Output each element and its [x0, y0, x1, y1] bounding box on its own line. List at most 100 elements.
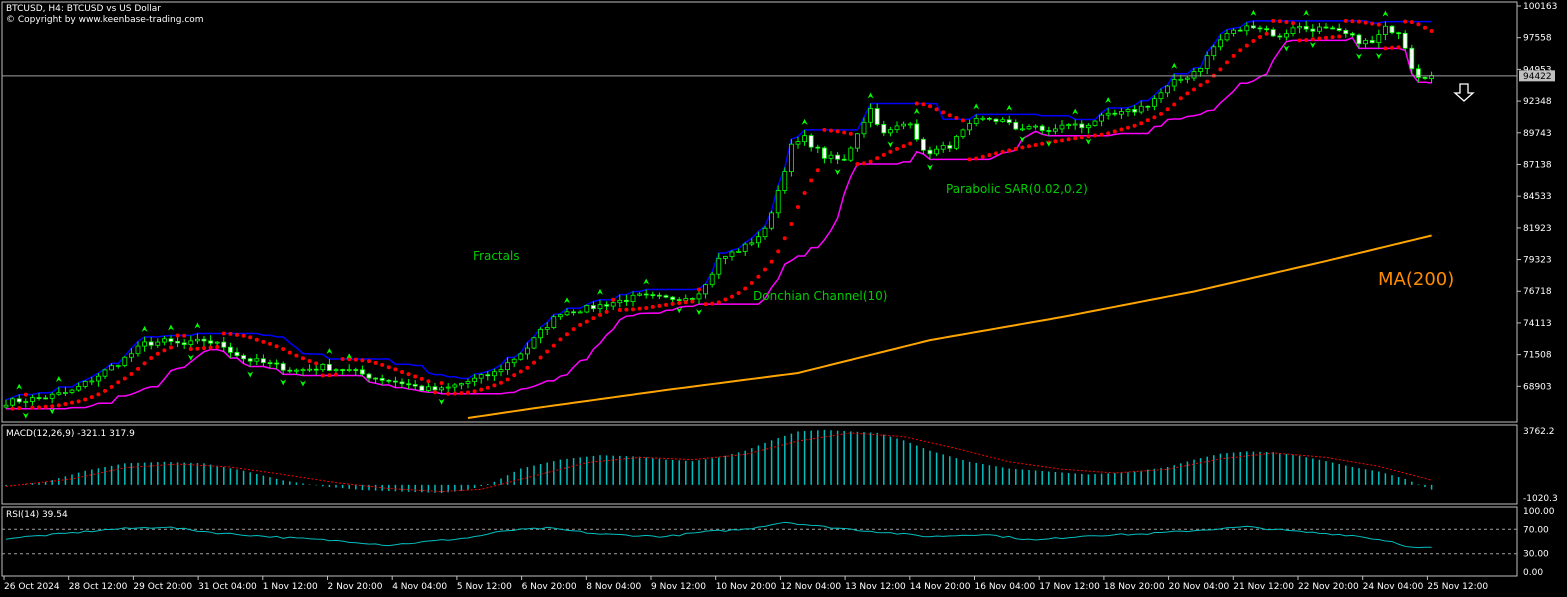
candle [782, 167, 788, 194]
time-tick-label: 17 Nov 12:00 [1039, 582, 1100, 592]
candle [333, 368, 339, 374]
candle [511, 357, 517, 368]
candle [1231, 28, 1236, 37]
time-tick-label: 6 Nov 20:00 [522, 582, 577, 592]
sar-dot [789, 222, 794, 227]
candle [1303, 20, 1309, 33]
sar-dot [650, 304, 655, 309]
sar-dot [1350, 19, 1355, 24]
candle [155, 338, 161, 348]
fractal-up [55, 376, 62, 383]
sar-dot [862, 161, 866, 166]
price-tick-label: 87138 [1523, 160, 1552, 170]
candle [954, 134, 959, 151]
candle [868, 103, 873, 128]
candle [861, 117, 867, 138]
sar-dot [1165, 107, 1170, 112]
candle [822, 146, 827, 164]
candle [591, 301, 596, 312]
candle [412, 380, 418, 390]
sar-dot [690, 299, 695, 304]
candle [1284, 29, 1289, 41]
sar-dot [525, 365, 530, 370]
current-price-tag-bg [1519, 70, 1555, 82]
sar-dot [842, 130, 847, 135]
sar-dot [551, 343, 556, 348]
sar-dot [380, 362, 385, 367]
sar-dot [512, 373, 517, 378]
sar-dot [485, 385, 490, 390]
sar-dot [703, 302, 708, 307]
sar-dot [393, 367, 398, 372]
candle [769, 210, 774, 231]
sar-dot [875, 156, 880, 161]
sar-dot [155, 351, 160, 356]
sar-dot [1013, 146, 1018, 151]
fractal-up [1006, 104, 1013, 111]
candle [1026, 124, 1032, 131]
candle [465, 378, 471, 389]
candle [1402, 30, 1408, 51]
price-tick-label: 81923 [1523, 224, 1552, 234]
sar-dot [70, 400, 74, 405]
sar-dot [426, 379, 431, 384]
candle [742, 242, 748, 256]
candle [1185, 76, 1190, 84]
sar-dot [670, 301, 675, 306]
sar-dot [1324, 35, 1328, 40]
sar-dot [479, 387, 484, 392]
sar-dot [934, 107, 939, 112]
time-tick-label: 28 Oct 12:00 [69, 582, 128, 592]
sar-dot [50, 404, 55, 409]
sar-dot [367, 359, 371, 364]
fractal-down [1045, 140, 1052, 147]
sar-dot [538, 355, 543, 360]
sar-dot [1060, 138, 1064, 143]
candle [452, 382, 458, 393]
candle [1416, 64, 1421, 83]
sar-dot [888, 149, 893, 154]
sar-dot [1152, 115, 1157, 120]
price-tick-label: 74113 [1523, 319, 1552, 329]
time-tick-label: 12 Nov 04:00 [780, 582, 841, 592]
candle [1290, 24, 1296, 37]
sar-dot [631, 307, 635, 312]
time-tick-label: 16 Nov 04:00 [975, 582, 1036, 592]
candle [115, 364, 121, 369]
sar-dot [763, 267, 767, 272]
fractal-down [834, 169, 841, 176]
time-tick-label: 10 Nov 20:00 [716, 582, 777, 592]
candle [498, 364, 504, 377]
candle [795, 136, 801, 149]
time-tick-label: 14 Nov 20:00 [910, 582, 971, 592]
candle [148, 337, 154, 350]
time-tick-label: 1 Nov 12:00 [263, 582, 318, 592]
sar-dot [947, 113, 952, 118]
fractal-down [1085, 138, 1092, 145]
candle [399, 378, 405, 388]
sar-dot [1053, 139, 1058, 144]
sar-dot [1277, 19, 1282, 24]
candle [419, 384, 425, 392]
candle [1204, 51, 1210, 75]
fractal-up [326, 347, 333, 354]
candle [1112, 109, 1118, 117]
fractal-down [696, 309, 702, 316]
candle [142, 336, 148, 352]
candle [1257, 25, 1263, 33]
sar-dot [452, 391, 457, 396]
candle [1132, 105, 1137, 116]
candle [1383, 21, 1388, 41]
sar-dot [1363, 20, 1368, 25]
candle [267, 359, 273, 369]
sar-dot [439, 381, 444, 386]
price-tick-label: 84533 [1523, 192, 1552, 202]
candle [201, 336, 207, 347]
sar-dot [921, 102, 926, 107]
candle [1317, 22, 1322, 35]
candle [604, 301, 609, 311]
sar-dot [1079, 135, 1084, 140]
sar-dot [598, 312, 602, 317]
candle [340, 368, 346, 375]
